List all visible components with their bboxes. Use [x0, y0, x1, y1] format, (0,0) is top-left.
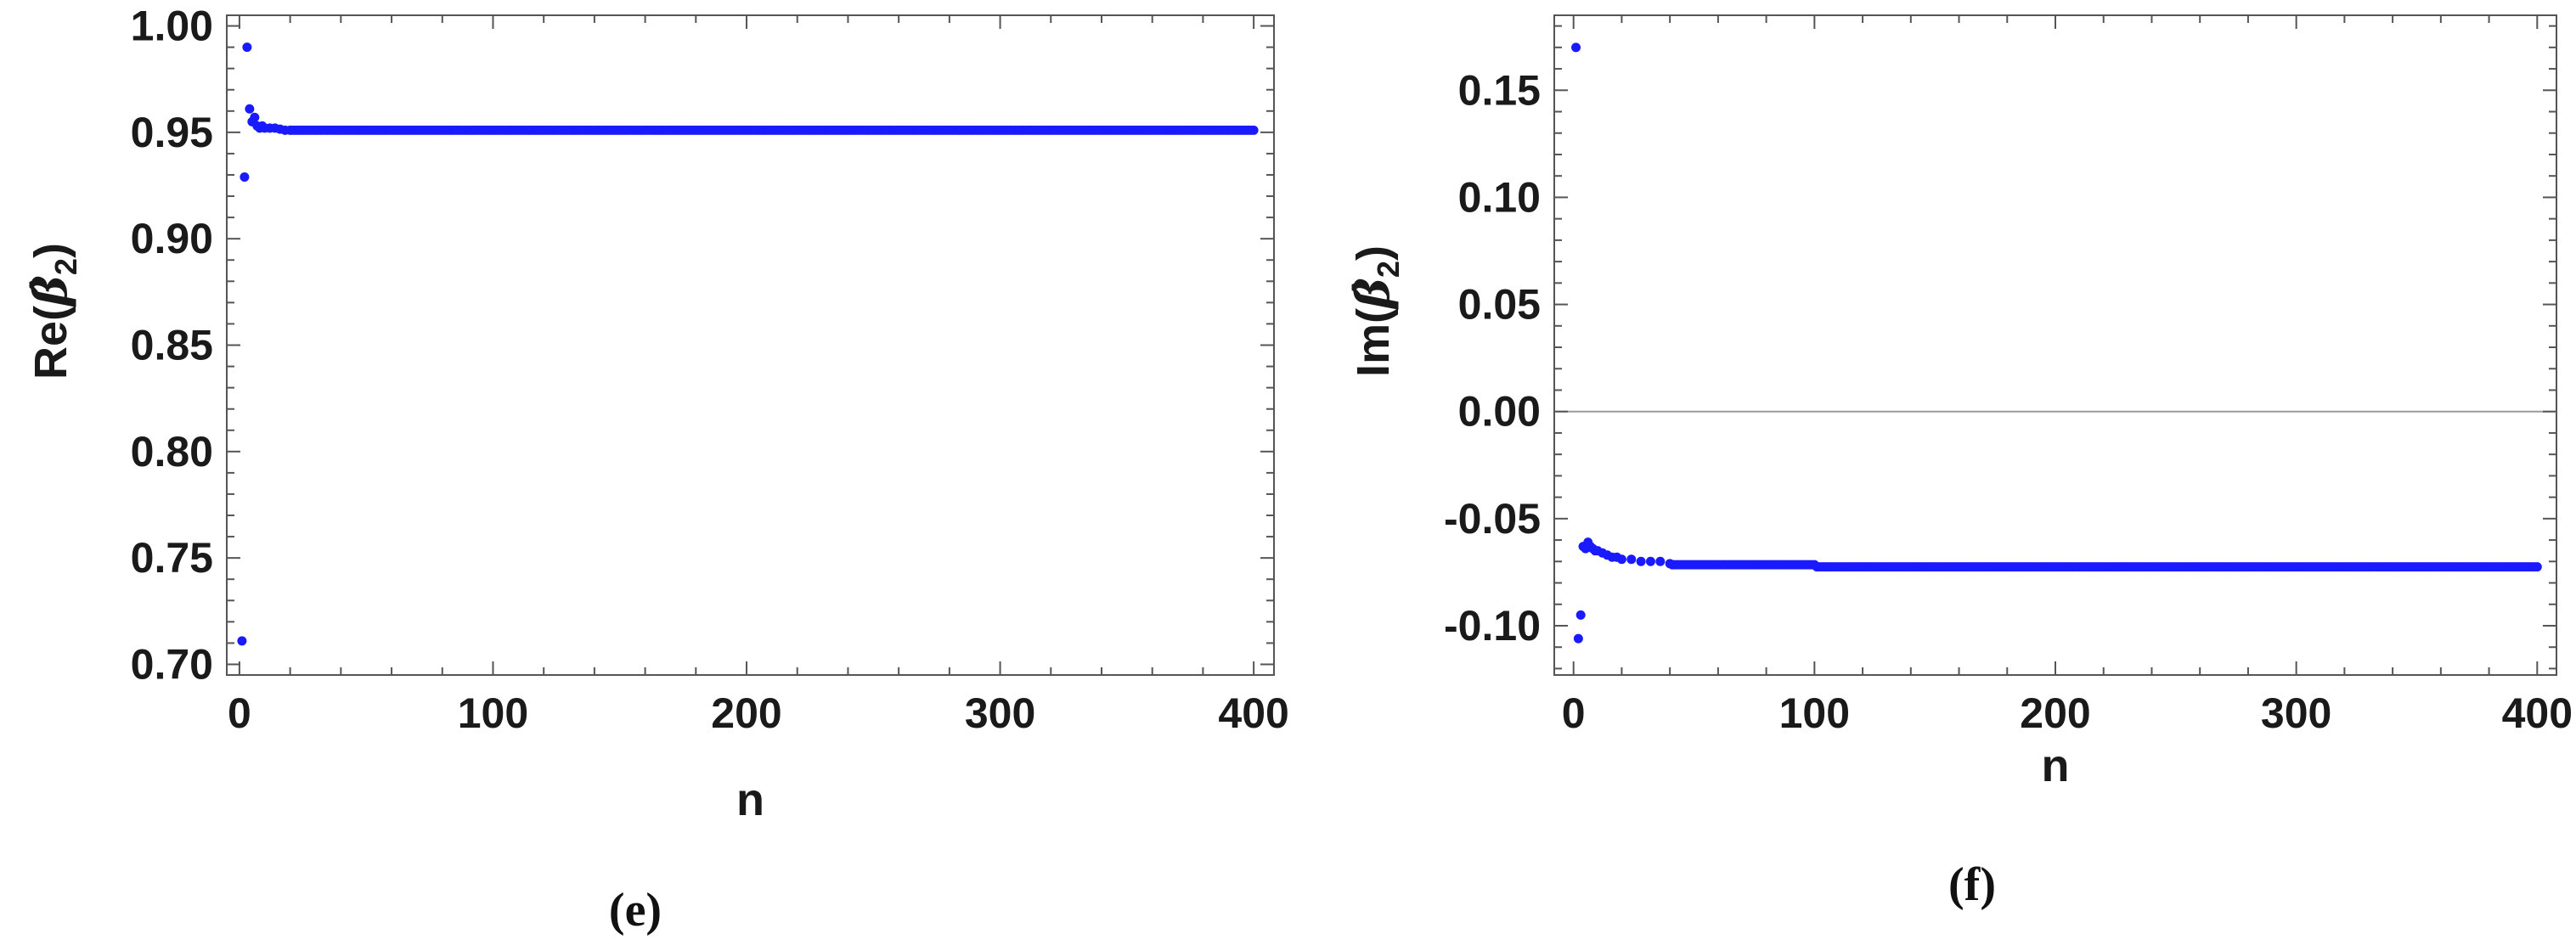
data-point [1573, 633, 1583, 644]
plot-frame [1553, 14, 2557, 676]
x-tick-label: 200 [2020, 689, 2090, 737]
chart-panel-f: 0 100 200 300 400 -0.10 -0.05 0.00 0.05 0.10 0.15 n… [1345, 14, 2573, 911]
data-point [242, 42, 252, 53]
y-tick-label: 0.75 [131, 534, 213, 582]
data-point [1645, 556, 1655, 566]
x-tick-label: 0 [1562, 689, 1586, 737]
data-point [245, 104, 255, 114]
y-tick-label: -0.05 [1444, 495, 1541, 543]
y-axis-label: Re(β̂2) [23, 243, 83, 380]
x-tick-label: 400 [1218, 689, 1288, 737]
x-axis-label: n [2042, 740, 2070, 791]
data-point [2532, 562, 2542, 572]
y-tick-label: 0.10 [1458, 173, 1541, 221]
y-tick-label: 0.95 [131, 109, 213, 156]
y-tick-label: 1.00 [131, 3, 213, 50]
y-axis-label: Im(β̂2) [1345, 245, 1406, 377]
plot-frame [226, 14, 1275, 676]
data-point [250, 112, 260, 122]
data-point [1249, 125, 1259, 135]
panel-label: (f) [1948, 858, 1996, 911]
data-point [1626, 554, 1637, 565]
x-tick-label: 300 [965, 689, 1035, 737]
data-point [237, 636, 247, 646]
data-point [1655, 556, 1666, 566]
data-point [1616, 554, 1626, 565]
data-point [1575, 610, 1586, 620]
data-point [240, 172, 250, 182]
x-tick-label: 200 [711, 689, 781, 737]
x-tick-label: 400 [2502, 689, 2573, 737]
y-tick-label: 0.15 [1458, 66, 1541, 114]
y-tick-label: 0.70 [131, 640, 213, 688]
data-point [1571, 42, 1581, 53]
data-point [1636, 556, 1646, 566]
x-tick-label: 300 [2261, 689, 2331, 737]
y-tick-label: -0.10 [1444, 602, 1541, 650]
y-tick-label: 0.90 [131, 215, 213, 262]
y-tick-label: 0.05 [1458, 281, 1541, 329]
x-axis-label: n [736, 774, 764, 825]
y-tick-label: 0.85 [131, 322, 213, 369]
x-tick-label: 0 [228, 689, 251, 737]
y-tick-label: 0.80 [131, 428, 213, 475]
y-tick-label: 0.00 [1458, 388, 1541, 436]
chart-panel-e: 0 100 200 300 400 0.70 0.75 0.80 0.85 0.90 0.95 1.0… [23, 3, 1289, 937]
x-tick-label: 100 [458, 689, 528, 737]
panel-label: (e) [609, 884, 662, 937]
x-tick-label: 100 [1779, 689, 1850, 737]
